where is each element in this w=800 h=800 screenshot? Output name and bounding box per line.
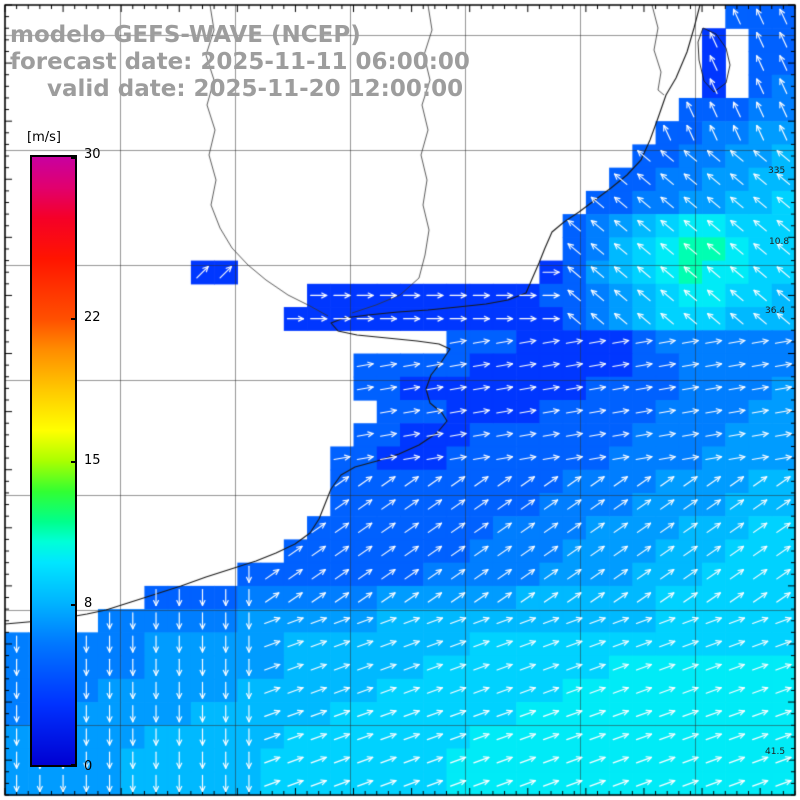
colorbar xyxy=(30,155,77,767)
colorbar-tick-label: 22 xyxy=(84,310,101,326)
colorbar-tick-mark xyxy=(71,764,77,766)
colorbar-tick-mark xyxy=(71,603,77,606)
colorbar-tick-label: 8 xyxy=(84,595,93,611)
figure-titles: modelo GEFS-WAVE (NCEP) forecast date: 2… xyxy=(10,22,470,103)
model-title: modelo GEFS-WAVE (NCEP) xyxy=(10,22,361,48)
colorbar-unit-label: [m/s] xyxy=(27,130,61,145)
contour-label: 41.5 xyxy=(765,747,786,757)
colorbar-tick-mark xyxy=(71,318,77,321)
valid-date-label: valid date: 2025-11-20 12:00:00 xyxy=(47,76,464,102)
colorbar-tick-mark xyxy=(71,461,77,463)
contour-label: 335 xyxy=(768,166,786,176)
contour-label: 36.4 xyxy=(765,306,786,316)
colorbar-tick-label: 0 xyxy=(84,759,93,774)
contour-label: 10.8 xyxy=(769,237,790,247)
colorbar-tick-label: 15 xyxy=(84,453,101,468)
colorbar-tick-label: 30 xyxy=(84,147,101,162)
colorbar-tick-mark xyxy=(71,157,77,159)
forecast-date-label: forecast date: 2025-11-11 06:00:00 xyxy=(10,49,470,75)
